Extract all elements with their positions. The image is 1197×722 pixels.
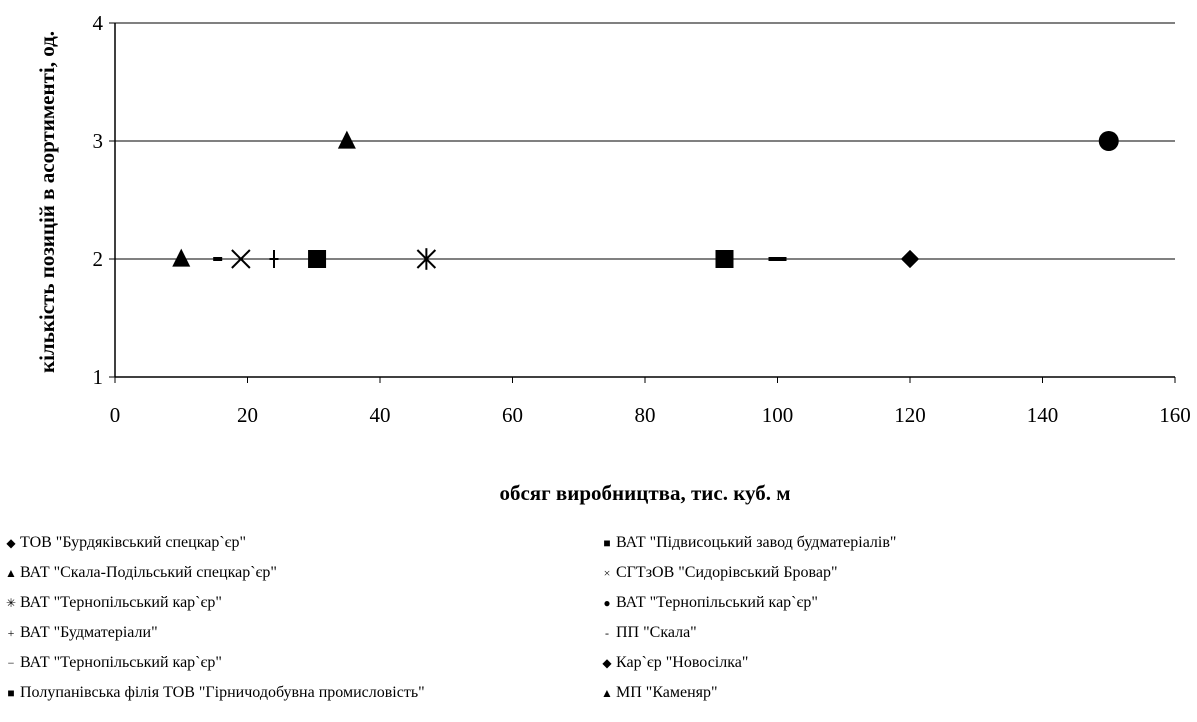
data-point-longdash	[768, 257, 787, 261]
x-tick-label: 100	[762, 403, 794, 427]
data-point-square	[715, 250, 734, 268]
x-tick-label: 80	[635, 403, 656, 427]
scatter-chart: 0 20 40 60 80 100 120 140 160 1 2 3 4 обсяг виробни…	[35, 11, 1191, 505]
x-tick-label: 60	[502, 403, 523, 427]
x-tick-label: 40	[370, 403, 391, 427]
legend-label: СГТзОВ "Сидорівський Бровар"	[616, 564, 838, 581]
axes	[114, 23, 1175, 378]
legend-item: + ВАТ "Будматеріали"	[4, 618, 425, 648]
data-point-diamond	[901, 250, 919, 268]
legend-label: Полупанівська філія ТОВ "Гірничодобувна …	[20, 684, 425, 701]
legend-label: ВАТ "Тернопільський кар`єр"	[20, 654, 222, 671]
x-tick-label: 120	[894, 403, 926, 427]
y-axis-title: кількість позицій в асортименті, од.	[35, 31, 59, 373]
dash-marker-icon: -	[605, 626, 609, 640]
legend: ◆ ТОВ "Бурдяківський спецкар`єр" ▲ ВАТ "Ска…	[0, 528, 1197, 722]
data-point-plus	[269, 250, 279, 268]
data-point-triangle	[337, 130, 356, 149]
diamond-marker-icon: ◆	[6, 536, 16, 550]
legend-item: − ВАТ "Тернопільський кар`єр"	[4, 648, 425, 678]
legend-item: ● ВАТ "Тернопільський кар`єр"	[600, 588, 896, 618]
diamond-marker-icon: ◆	[602, 656, 612, 670]
legend-column-right: ■ ВАТ "Підвисоцький завод будматеріалів" ×…	[600, 528, 896, 708]
legend-item: - ПП "Скала"	[600, 618, 896, 648]
x-tick-label: 20	[237, 403, 258, 427]
square-marker-icon: ■	[7, 686, 15, 700]
legend-label: МП "Каменяр"	[616, 684, 718, 701]
legend-item: ■ ВАТ "Підвисоцький завод будматеріалів"	[600, 528, 896, 558]
legend-label: ВАТ "Тернопільський кар`єр"	[616, 594, 818, 611]
x-tick-label: 140	[1027, 403, 1059, 427]
star-marker-icon: ✳	[5, 596, 17, 610]
legend-label: ПП "Скала"	[616, 624, 697, 641]
longdash-marker-icon: −	[7, 656, 15, 670]
x-tick-label: 0	[110, 403, 121, 427]
y-tick-label: 3	[93, 129, 104, 153]
legend-item: ▲ ВАТ "Скала-Подільський спецкар`єр"	[4, 558, 425, 588]
x-marker-icon: ×	[603, 566, 611, 580]
triangle-marker-icon: ▲	[601, 686, 613, 700]
data-point-square	[308, 250, 327, 268]
legend-label: ВАТ "Тернопільський кар`єр"	[20, 594, 222, 611]
data-point-triangle	[172, 248, 191, 267]
data-point-x	[231, 249, 251, 269]
circle-marker-icon: ●	[603, 596, 611, 610]
plus-marker-icon: +	[7, 626, 15, 640]
legend-column-left: ◆ ТОВ "Бурдяківський спецкар`єр" ▲ ВАТ "Ска…	[4, 528, 425, 708]
legend-label: ВАТ "Підвисоцький завод будматеріалів"	[616, 534, 897, 551]
legend-label: ВАТ "Будматеріали"	[20, 624, 158, 641]
y-tick-label: 2	[93, 247, 104, 271]
legend-label: ТОВ "Бурдяківський спецкар`єр"	[20, 534, 247, 551]
legend-label: Кар`єр "Новосілка"	[616, 654, 749, 671]
legend-item: ◆ ТОВ "Бурдяківський спецкар`єр"	[4, 528, 425, 558]
data-point-circle	[1098, 131, 1119, 151]
data-points	[172, 130, 1119, 270]
legend-label: ВАТ "Скала-Подільський спецкар`єр"	[20, 564, 277, 581]
legend-item: ▲ МП "Каменяр"	[600, 678, 896, 708]
data-point-dash	[213, 257, 223, 261]
x-axis-title: обсяг виробництва, тис. куб. м	[499, 481, 790, 505]
x-axis-ticks: 0 20 40 60 80 100 120 140 160	[110, 377, 1191, 427]
legend-item: × СГТзОВ "Сидорівський Бровар"	[600, 558, 896, 588]
data-point-star	[416, 248, 437, 270]
y-tick-label: 4	[93, 11, 104, 35]
x-tick-label: 160	[1159, 403, 1191, 427]
legend-item: ◆ Кар`єр "Новосілка"	[600, 648, 896, 678]
y-tick-label: 1	[93, 365, 104, 389]
grid-lines	[115, 22, 1175, 260]
y-axis-ticks: 1 2 3 4	[93, 11, 115, 389]
triangle-marker-icon: ▲	[5, 566, 17, 580]
legend-item: ✳ ВАТ "Тернопільський кар`єр"	[4, 588, 425, 618]
legend-item: ■ Полупанівська філія ТОВ "Гірничодобувна…	[4, 678, 425, 708]
square-marker-icon: ■	[603, 536, 611, 550]
